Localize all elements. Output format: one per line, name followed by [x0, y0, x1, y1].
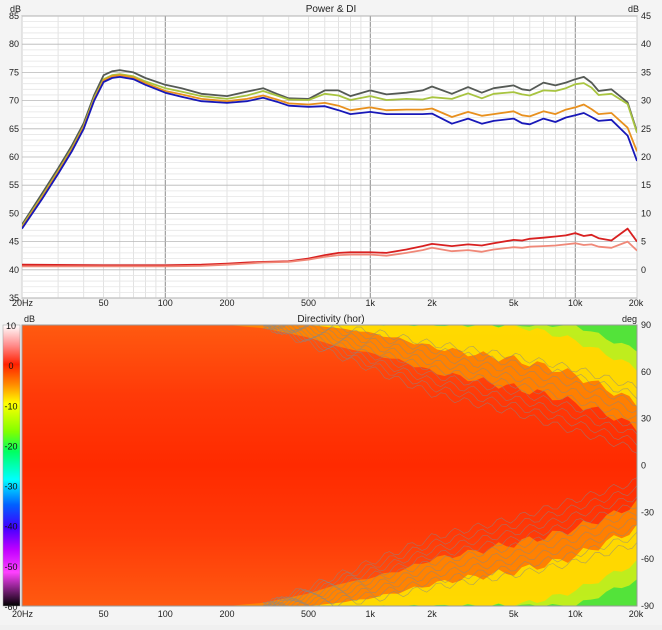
heatmap-contour-line: [262, 325, 637, 414]
heatmap-contour-line: [262, 325, 637, 427]
heatmap-contour-line: [263, 524, 637, 606]
directivity-title: Directivity (hor): [297, 314, 364, 325]
series-line-3: [22, 74, 637, 228]
heatmap-contour-line: [263, 510, 637, 606]
series-line-1: [22, 69, 637, 226]
colorbar-tick-label: -60: [4, 602, 17, 612]
series-line-4: [22, 76, 637, 230]
colorbar-tick-label: 10: [6, 321, 16, 331]
x-tick-label: 20k: [629, 298, 644, 308]
y-tick-label-left: 70: [9, 96, 19, 106]
y-tick-label-left: 80: [9, 39, 19, 49]
x-tick-label: 5k: [509, 298, 519, 308]
colorbar-unit: dB: [24, 314, 35, 324]
heatmap-contour-line: [263, 325, 637, 389]
heatmap-contour-line: [263, 325, 637, 421]
directivity-plot-frame: [21, 324, 638, 607]
heatmap-contour-line: [263, 325, 637, 435]
heatmap-contour-line: [262, 517, 637, 606]
colorbar-tick-label: -10: [4, 401, 17, 411]
y-tick-label-right: 30: [641, 96, 651, 106]
heatmap-contour-line: [263, 325, 637, 407]
x-tick-label: 1k: [366, 298, 376, 308]
heatmap-region-minus12db: [22, 325, 637, 407]
angle-tick-label: -60: [641, 554, 654, 564]
x-tick-label: 20k: [629, 609, 644, 619]
series-line-2: [22, 73, 637, 227]
angle-tick-label: 30: [641, 414, 651, 424]
y-tick-label-left: 35: [9, 293, 19, 303]
heatmap-contour-line: [263, 542, 637, 606]
heatmap-region-minus12db: [22, 524, 637, 606]
x-tick-label: 10k: [568, 298, 583, 308]
x-tick-label: 10k: [568, 609, 583, 619]
y-tick-label-right: 25: [641, 124, 651, 134]
angle-tick-label: 60: [641, 367, 651, 377]
colorbar: [2, 324, 21, 607]
x-tick-label: 500: [301, 609, 316, 619]
y-tick-label-left: 75: [9, 67, 19, 77]
x-tick-label: 20Hz: [12, 298, 34, 308]
directivity-heatmap: [22, 325, 637, 606]
x-tick-label: 200: [219, 609, 234, 619]
angle-tick-label: 90: [641, 320, 651, 330]
y-tick-label-right: 45: [641, 11, 651, 21]
power-di-series-group: [22, 69, 637, 268]
y-tick-label-right: 5: [641, 237, 646, 247]
x-tick-label: 20Hz: [12, 609, 34, 619]
y-tick-label-left: 85: [9, 11, 19, 21]
y-tick-label-left: 60: [9, 152, 19, 162]
y-tick-label-right: 0: [641, 265, 646, 275]
power-di-right-unit: dB: [628, 4, 639, 14]
directivity-axis-labels: 100-10-20-30-40-50-609060300-30-60-9020H…: [4, 320, 654, 619]
power-di-title: Power & DI: [306, 4, 357, 15]
x-tick-label: 2k: [427, 298, 437, 308]
y-tick-label-left: 50: [9, 208, 19, 218]
y-tick-label-left: 40: [9, 265, 19, 275]
y-tick-label-right: 10: [641, 208, 651, 218]
colorbar-tick-label: -50: [4, 562, 17, 572]
y-tick-label-left: 45: [9, 237, 19, 247]
heatmap-contour-line: [263, 477, 637, 606]
power-di-left-unit: dB: [10, 4, 21, 14]
power-di-axis-labels: 35 40 45 50 55 60 65 70 75 80 85 0 5 10 15 20 25 30 35 40 45…: [9, 11, 651, 308]
heatmap-region-minus18db: [22, 325, 637, 372]
angle-tick-label: -30: [641, 507, 654, 517]
y-tick-label-right: 35: [641, 67, 651, 77]
x-tick-label: 200: [219, 298, 234, 308]
x-tick-label: 2k: [427, 609, 437, 619]
y-tick-label-right: 40: [641, 39, 651, 49]
y-tick-label-right: 15: [641, 180, 651, 190]
x-tick-label: 100: [158, 609, 173, 619]
colorbar-tick-label: -40: [4, 522, 17, 532]
colorbar-tick-label: 0: [8, 361, 13, 371]
y-tick-label-left: 55: [9, 180, 19, 190]
series-line-6: [22, 240, 637, 268]
heatmap-region-minus18db: [22, 559, 637, 606]
x-tick-label: 100: [158, 298, 173, 308]
heatmap-contour-line: [263, 325, 637, 454]
x-tick-label: 50: [99, 609, 109, 619]
angle-tick-label: 0: [641, 461, 646, 471]
x-tick-label: 1k: [366, 609, 376, 619]
heatmap-region-minus6db: [22, 499, 637, 606]
power-di-grid: [21, 15, 638, 299]
y-tick-label-left: 65: [9, 124, 19, 134]
x-tick-label: 50: [99, 298, 109, 308]
x-tick-label: 5k: [509, 609, 519, 619]
colorbar-tick-label: -20: [4, 441, 17, 451]
directivity-right-unit: deg: [622, 314, 637, 324]
angle-tick-label: -90: [641, 601, 654, 611]
heatmap-contour-line: [262, 504, 637, 606]
colorbar-tick-label: -30: [4, 482, 17, 492]
x-tick-label: 500: [301, 298, 316, 308]
heatmap-contour-line: [263, 496, 637, 606]
y-tick-label-right: 20: [641, 152, 651, 162]
heatmap-region-minus6db: [22, 325, 637, 432]
